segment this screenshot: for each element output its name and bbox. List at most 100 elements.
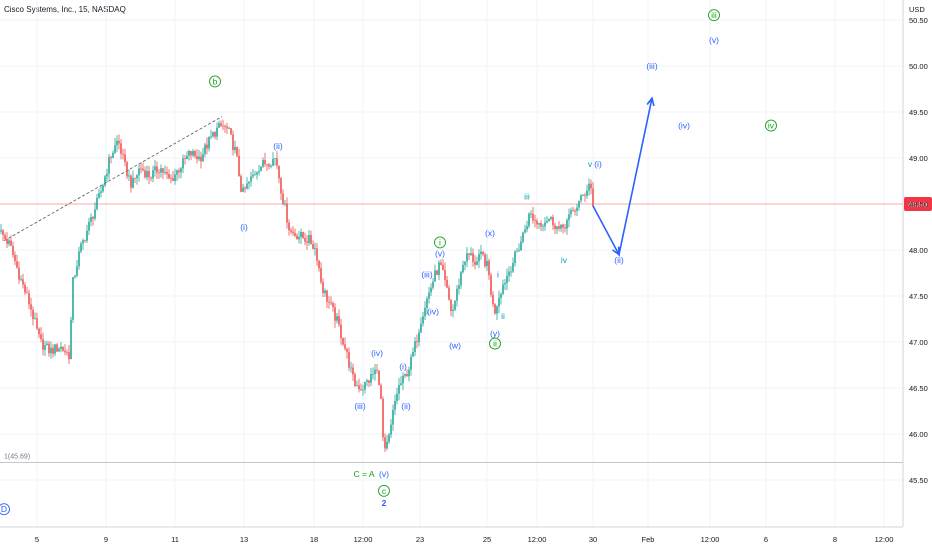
candle-body <box>210 136 212 138</box>
candle-body <box>112 152 114 158</box>
candle-body <box>514 251 516 263</box>
x-tick-label: 13 <box>240 535 248 544</box>
candle-body <box>104 176 106 186</box>
y-tick-label: 50.50 <box>909 16 928 25</box>
candle-body <box>548 218 550 221</box>
candle-body <box>14 255 16 262</box>
candle-body <box>556 226 558 230</box>
candle-body <box>334 307 336 321</box>
candle-body <box>588 183 590 191</box>
projection-path <box>592 98 653 257</box>
candle-body <box>32 309 34 320</box>
candle-body <box>468 253 470 255</box>
candle-body <box>174 174 176 181</box>
candle-body <box>502 284 504 294</box>
candle-body <box>164 172 166 173</box>
candle-body <box>554 225 556 230</box>
candle-body <box>510 271 512 273</box>
wave-label: (ii) <box>614 255 624 265</box>
wave-label: (iii) <box>354 401 365 411</box>
candle-body <box>298 237 300 240</box>
candle-body <box>340 324 342 339</box>
wave-label: (i) <box>399 362 407 372</box>
candle-body <box>238 155 240 177</box>
candle-body <box>226 126 228 129</box>
candle-body <box>262 160 264 167</box>
wave-label-circle <box>378 484 390 497</box>
candle-body <box>384 437 386 449</box>
candle-body <box>544 222 546 227</box>
candle-body <box>472 253 474 262</box>
candle-body <box>0 230 2 232</box>
wave-label: (w) <box>449 340 461 350</box>
candle-body <box>158 172 160 174</box>
candle-body <box>116 140 118 146</box>
last-price-badge <box>904 197 932 211</box>
y-tick-label: 49.00 <box>909 154 928 163</box>
candle-body <box>148 171 150 178</box>
candle-body <box>202 154 204 162</box>
candle-body <box>324 290 326 294</box>
candle-body <box>310 235 312 245</box>
candle-body <box>244 187 246 189</box>
candle-body <box>448 287 450 300</box>
candle-body <box>166 172 168 174</box>
y-tick-label: 45.50 <box>909 476 928 485</box>
x-tick-label: 8 <box>833 535 837 544</box>
candle-body <box>120 143 122 154</box>
candle-body <box>228 128 230 129</box>
candle-body <box>372 374 374 375</box>
candle-body <box>248 181 250 184</box>
wave-label-circle <box>209 75 221 88</box>
candle-body <box>192 151 194 156</box>
candle-body <box>290 230 292 232</box>
candle-body <box>416 341 418 343</box>
candle-body <box>284 203 286 205</box>
candle-body <box>466 253 468 262</box>
candle-body <box>220 123 222 126</box>
candle-body <box>308 235 310 243</box>
candle-body <box>410 356 412 370</box>
chart-title: Cisco Systems, Inc., 15, NASDAQ <box>4 5 126 14</box>
candle-body <box>498 297 500 307</box>
wave-label: iv <box>768 121 775 131</box>
wave-label-circle <box>708 9 720 22</box>
candle-body <box>382 398 384 438</box>
candle-body <box>500 293 502 298</box>
candle-body <box>592 188 594 207</box>
candle-body <box>580 195 582 201</box>
candle-body <box>584 195 586 197</box>
candle-body <box>432 281 434 288</box>
candle-body <box>566 220 568 229</box>
candle-body <box>492 294 494 305</box>
candle-body <box>562 224 564 228</box>
candle-body <box>124 154 126 163</box>
candle-body <box>326 290 328 302</box>
candle-body <box>140 168 142 170</box>
candle-body <box>30 304 32 310</box>
candle-body <box>196 156 198 160</box>
candle-body <box>458 285 460 289</box>
low-marker-label: 1(45.69) <box>4 454 30 461</box>
candle-body <box>320 268 322 283</box>
candle-body <box>236 147 238 156</box>
candle-body <box>564 227 566 229</box>
candle-body <box>96 197 98 210</box>
wave-label: iii <box>711 10 717 20</box>
candle-body <box>224 126 226 127</box>
candle-body <box>276 158 278 166</box>
candle-body <box>256 172 258 175</box>
wave-label: (v) <box>709 35 719 45</box>
candle-body <box>508 271 510 276</box>
candles <box>0 119 594 453</box>
wave-label-circle <box>0 503 10 516</box>
y-tick-label: 48.00 <box>909 246 928 255</box>
x-tick-label: 12:00 <box>528 535 547 544</box>
wave-label: ii <box>501 311 505 321</box>
candle-body <box>286 203 288 223</box>
candle-body <box>122 153 124 155</box>
candle-body <box>312 244 314 249</box>
candle-body <box>328 301 330 303</box>
